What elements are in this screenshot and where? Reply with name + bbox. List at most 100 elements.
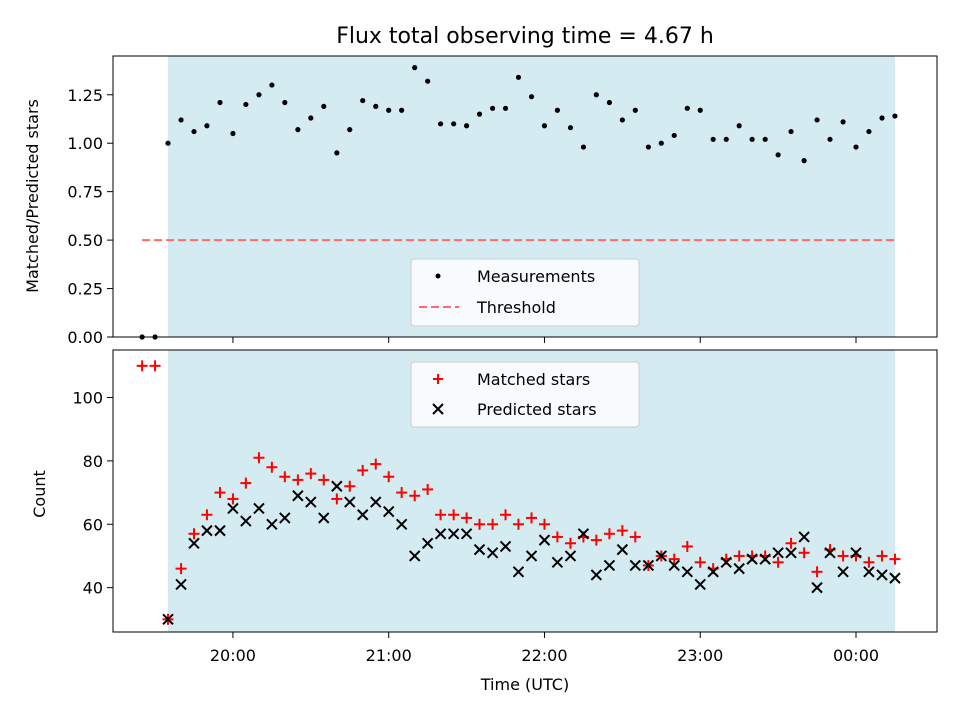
predicted-point-b [266,518,278,530]
matched-point [253,452,265,464]
predicted-point [655,550,668,562]
predicted-point-b [564,550,577,562]
predicted-point [772,547,784,559]
bottom-axes-frame [112,349,938,633]
top-legend: Measurements Threshold [410,258,640,327]
predicted-point-b [551,556,564,568]
bottom-marks [136,360,901,626]
top-axes-frame [112,55,938,338]
measurement-point [879,115,885,121]
predicted-point [824,547,836,559]
predicted-point [616,543,629,556]
top-y-tick-label: 1.25 [67,86,103,105]
predicted-point-b [331,480,343,492]
matched-point [422,483,434,495]
measurement-point [490,105,496,111]
bottom-legend-box [410,361,640,428]
legend-predicted-label: Predicted stars [477,400,597,419]
bottom-y-tick-label: 40 [83,579,103,598]
predicted-point [577,528,590,540]
matched-point [811,566,823,578]
measurement-point [321,103,327,109]
predicted-point [603,559,616,572]
predicted-point [538,534,551,546]
predicted-point-b [460,528,473,540]
matched-point [409,490,421,502]
matched-point [538,518,550,530]
predicted-point [551,556,564,568]
matched-point [136,360,148,372]
measurement-point [632,107,638,113]
predicted-point-b [746,553,758,565]
measurement-point [866,128,872,135]
predicted-point [162,613,174,626]
predicted-point-b [642,559,655,572]
measurement-point [230,130,236,137]
measurement-point [554,107,560,113]
predicted-point [305,496,317,508]
predicted-point-b [759,553,771,565]
predicted-point [876,569,888,581]
matched-point [279,471,291,483]
matched-point [357,464,369,476]
predicted-point [409,550,421,562]
predicted-point [214,524,226,537]
predicted-point-b [694,578,706,591]
predicted-point-b [525,550,538,562]
matched-point [681,540,693,552]
measurement-point [658,140,664,146]
predicted-point [331,480,343,492]
top-y-tick-label: 0.00 [67,328,103,347]
predicted-point-b [240,515,252,527]
predicted-point [733,562,745,575]
predicted-point [499,540,512,553]
bottom-y-tick-label: 100 [72,389,103,408]
predicted-point-b [863,566,875,578]
predicted-point [785,547,797,559]
predicted-point [188,537,200,549]
measurement-point [295,127,301,133]
predicted-point [668,559,680,572]
measurement-point [853,144,859,150]
predicted-point [707,566,719,578]
predicted-point [486,547,499,559]
predicted-point [227,502,239,515]
predicted-point-b [486,547,499,559]
top-y-tick-label: 0.50 [67,231,103,250]
measurement-point [412,65,418,71]
predicted-point-b [785,547,797,559]
predicted-point-b [850,547,862,559]
predicted-point [642,559,655,572]
predicted-point [564,550,577,562]
predicted-point [201,524,213,537]
measurement-point [723,136,729,142]
predicted-point [798,531,810,543]
matched-point [214,487,226,499]
x-tick-label: 00:00 [833,646,879,665]
top-legend-box [410,258,640,327]
top-panel: 0.00 0.25 0.50 0.75 1.00 1.25 Matched/Predict… [23,55,938,347]
measurement-point [347,127,353,133]
predicted-point [473,543,486,556]
predicted-point [318,512,330,524]
measurement-point [528,94,535,100]
measurement-point [282,99,288,106]
measurement-point [515,74,522,80]
matched-point [331,493,343,505]
measurement-point [217,99,223,106]
x-tick-label: 22:00 [521,646,567,665]
measurement-point [476,111,483,117]
matched-point [551,531,563,543]
matched-point [292,474,304,486]
matched-point [383,471,395,483]
matched-point [863,556,875,568]
predicted-point [240,515,252,527]
measurement-point [386,107,392,113]
matched-point [785,537,797,549]
measurement-point [178,117,184,123]
predicted-point-b [889,572,901,584]
matched-point [889,553,901,565]
measurement-point [425,78,431,84]
top-y-tick-label: 0.25 [67,280,103,299]
measurement-point [593,92,599,98]
